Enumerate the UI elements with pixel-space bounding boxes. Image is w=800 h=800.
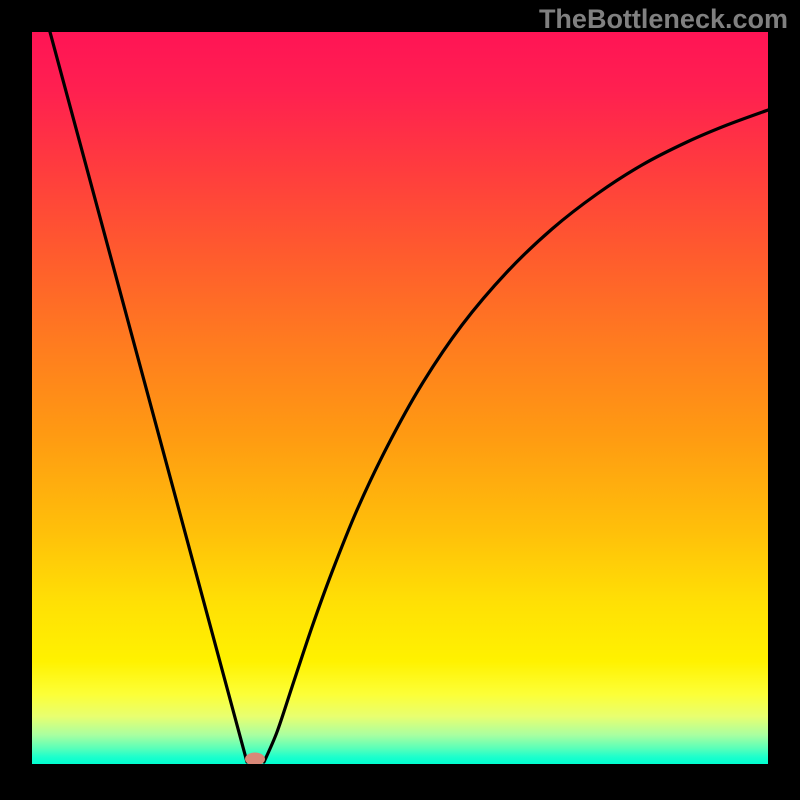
plot-area: [32, 32, 768, 764]
chart-container: TheBottleneck.com: [0, 0, 800, 800]
gradient-background: [32, 32, 768, 764]
plot-svg: [32, 32, 768, 764]
watermark-text: TheBottleneck.com: [539, 4, 788, 35]
